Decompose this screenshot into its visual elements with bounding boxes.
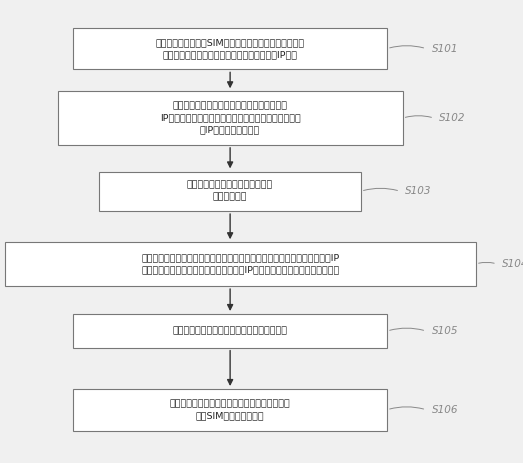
Text: 判断累加的所述网络延迟次数是否
大于预设次数: 判断累加的所述网络延迟次数是否 大于预设次数	[187, 181, 273, 202]
Text: S103: S103	[405, 186, 432, 196]
Text: 按照第一预设周期依次轮询判断各个所述高频
IP地址是否存在网络延迟，对判断为网络延迟的所述高
频IP地址进行次数累加: 按照第一预设周期依次轮询判断各个所述高频 IP地址是否存在网络延迟，对判断为网络…	[160, 101, 301, 135]
FancyBboxPatch shape	[5, 242, 476, 286]
FancyBboxPatch shape	[73, 28, 387, 69]
FancyBboxPatch shape	[99, 172, 361, 211]
Text: S105: S105	[431, 326, 458, 336]
Text: 判断所述平均延迟时间是否大于第一预设时间: 判断所述平均延迟时间是否大于第一预设时间	[173, 326, 288, 336]
Text: S101: S101	[431, 44, 458, 54]
FancyBboxPatch shape	[58, 91, 403, 144]
Text: 若累加的所述网络延迟次数大于所述预设次数，则同时测量全部的所述目标IP
地址的延迟时间，并根据全部的所述目标IP地址的延迟时间计算平均延迟时间: 若累加的所述网络延迟次数大于所述预设次数，则同时测量全部的所述目标IP 地址的延…	[141, 253, 340, 275]
Text: S104: S104	[502, 259, 523, 269]
FancyBboxPatch shape	[73, 314, 387, 348]
Text: 若所述平均延迟时间大于第一预设时间，则切换
第二SIM卡连接数据网络: 若所述平均延迟时间大于第一预设时间，则切换 第二SIM卡连接数据网络	[170, 399, 290, 420]
FancyBboxPatch shape	[73, 389, 387, 431]
Text: S106: S106	[431, 405, 458, 415]
Text: S102: S102	[439, 113, 466, 123]
Text: 获取当前使用的第一SIM卡的网络数据包，并从所述网络
数据包中提取出若干个与应用程序对应的高频IP地址: 获取当前使用的第一SIM卡的网络数据包，并从所述网络 数据包中提取出若干个与应用…	[155, 38, 305, 59]
